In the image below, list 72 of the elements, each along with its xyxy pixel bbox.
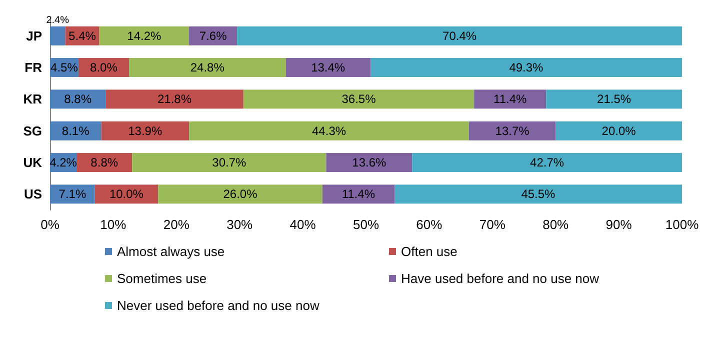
- y-tick-label: US: [24, 186, 42, 202]
- bar: [556, 121, 682, 140]
- data-label: 11.4%: [342, 187, 376, 202]
- data-label: 26.0%: [223, 187, 258, 202]
- data-label: 49.3%: [509, 60, 544, 74]
- bar: [106, 90, 244, 109]
- data-label: 2.4%: [46, 14, 70, 26]
- bar: [394, 184, 682, 204]
- legend-label: Often use: [401, 244, 458, 259]
- bar: [370, 58, 682, 77]
- y-tick-label: JP: [26, 28, 42, 44]
- bar: [189, 121, 470, 140]
- x-tick-label: 40%: [290, 217, 316, 232]
- legend-label: Sometimes use: [117, 271, 207, 286]
- data-label: 7.1%: [58, 187, 86, 202]
- bar: [326, 153, 412, 172]
- x-tick-label: 80%: [542, 217, 570, 232]
- x-tick-label: 30%: [226, 217, 254, 232]
- x-tick-label: 50%: [352, 217, 380, 232]
- data-label: 70.4%: [442, 28, 477, 43]
- data-label: 5.4%: [68, 28, 96, 43]
- legend-label: Almost always use: [117, 244, 225, 259]
- bar: [158, 184, 322, 204]
- data-label: 44.3%: [312, 124, 346, 138]
- data-label: 13.6%: [352, 156, 386, 170]
- data-label: 4.5%: [50, 60, 78, 74]
- data-label: 8.0%: [90, 60, 118, 74]
- data-label: 24.8%: [190, 60, 225, 74]
- bar: [474, 90, 546, 109]
- data-label: 10.0%: [109, 187, 144, 202]
- y-tick-label: UK: [23, 155, 43, 170]
- data-label: 13.7%: [495, 124, 530, 138]
- x-tick-label: 20%: [163, 217, 190, 232]
- data-label: 7.6%: [199, 28, 228, 43]
- x-tick-label: 10%: [100, 217, 127, 232]
- data-label: 14.2%: [127, 28, 162, 43]
- data-label: 20.0%: [602, 124, 636, 138]
- data-label: 8.8%: [90, 156, 118, 170]
- bar: [546, 90, 682, 109]
- data-label: 45.5%: [521, 187, 556, 202]
- data-label: 13.4%: [311, 60, 346, 74]
- bar: [132, 153, 326, 172]
- data-label: 42.7%: [530, 156, 564, 170]
- bar: [412, 153, 682, 172]
- x-tick-label: 60%: [416, 217, 443, 232]
- bar: [469, 121, 556, 140]
- bar: [322, 184, 394, 204]
- bar: [237, 26, 682, 46]
- legend-label: Never used before and no use now: [117, 298, 320, 313]
- legend-label: Have used before and no use now: [401, 271, 600, 286]
- y-tick-label: SG: [23, 123, 42, 138]
- bar: [50, 26, 66, 46]
- data-label: 30.7%: [212, 156, 247, 170]
- x-tick-label: 100%: [665, 217, 700, 232]
- y-tick-label: FR: [24, 60, 43, 75]
- data-label: 21.5%: [597, 92, 632, 106]
- data-label: 36.5%: [342, 92, 376, 106]
- x-tick-label: 90%: [606, 217, 632, 232]
- x-tick-label: 70%: [479, 217, 506, 232]
- data-label: 8.8%: [64, 92, 92, 106]
- data-label: 21.8%: [157, 92, 192, 106]
- data-label: 8.1%: [62, 124, 90, 138]
- bar: [101, 121, 190, 140]
- bar: [286, 58, 370, 77]
- x-tick-label: 0%: [40, 217, 60, 232]
- y-tick-label: KR: [23, 92, 43, 107]
- bar: [99, 26, 190, 46]
- data-label: 11.4%: [494, 92, 527, 106]
- bar: [243, 90, 474, 109]
- bar: [50, 184, 95, 204]
- bar: [129, 58, 286, 77]
- data-label: 13.9%: [128, 124, 162, 138]
